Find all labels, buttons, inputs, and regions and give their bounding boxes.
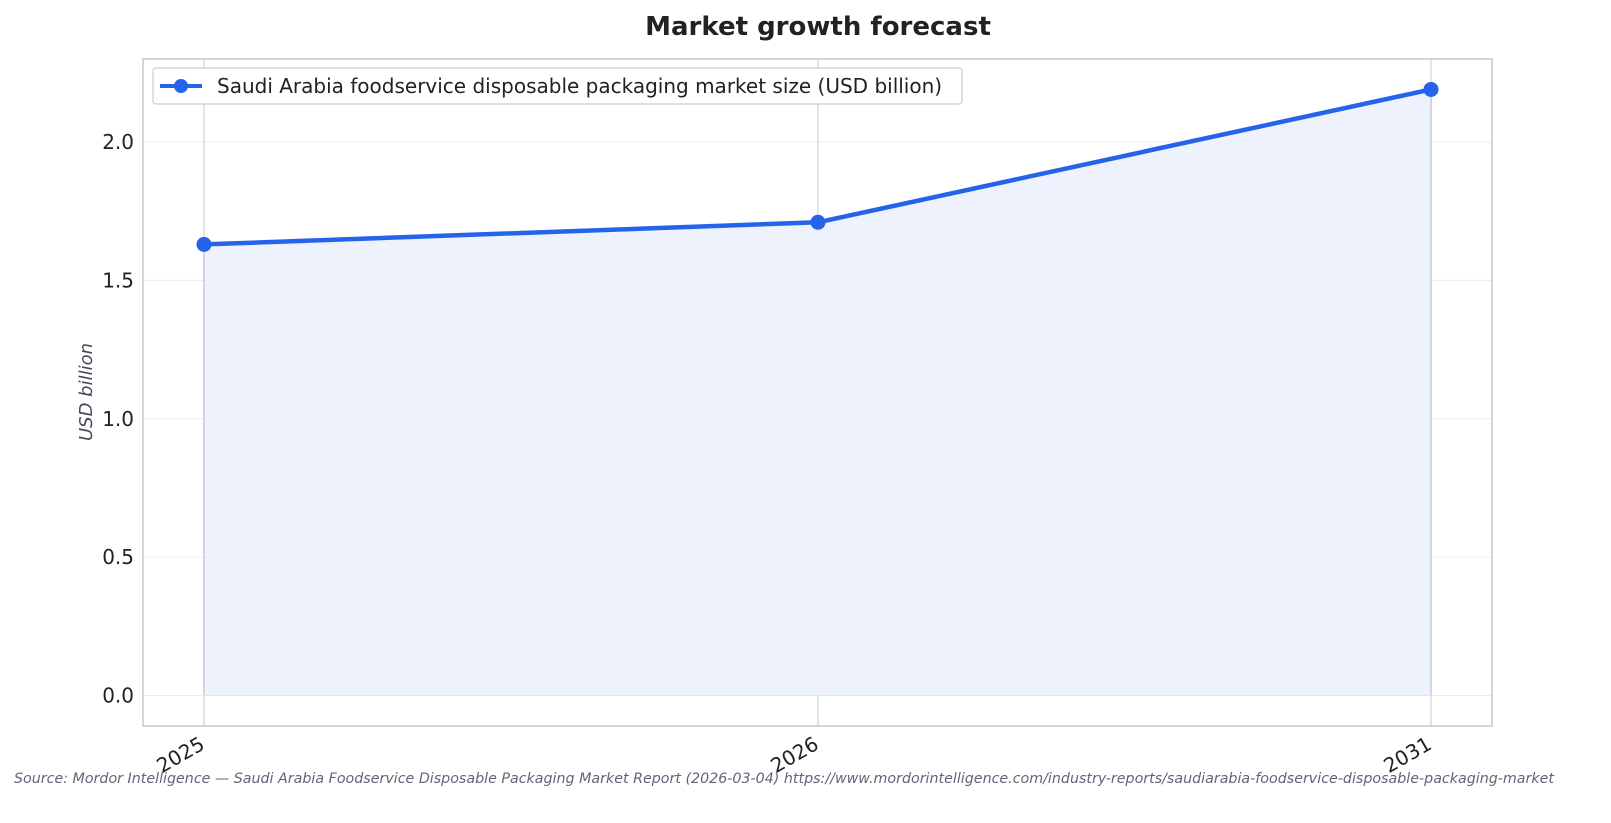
y-tick-label: 1.5 bbox=[102, 268, 134, 292]
area-fill-layer bbox=[203, 89, 1432, 697]
data-points bbox=[196, 81, 1439, 252]
data-point bbox=[196, 236, 212, 252]
source-note: Source: Mordor Intelligence — Saudi Arab… bbox=[14, 771, 1555, 787]
data-point bbox=[1423, 81, 1439, 97]
y-tick-label: 0.0 bbox=[102, 684, 134, 708]
legend-marker-swatch bbox=[174, 79, 188, 93]
legend-box bbox=[152, 67, 963, 105]
legend: Saudi Arabia foodservice disposable pack… bbox=[152, 67, 963, 105]
y-tick-label: 0.5 bbox=[102, 545, 134, 569]
area-fill bbox=[204, 89, 1431, 696]
y-tick-label: 2.0 bbox=[102, 130, 134, 154]
y-tick-label: 1.0 bbox=[102, 407, 134, 431]
chart-title: Market growth forecast bbox=[645, 12, 991, 42]
plot-frame bbox=[142, 58, 1493, 727]
y-axis-ticks: 0.0 0.5 1.0 1.5 2.0 bbox=[102, 130, 134, 708]
legend-entry: Saudi Arabia foodservice disposable pack… bbox=[217, 74, 942, 98]
data-point bbox=[810, 214, 826, 230]
y-axis-label: USD billion bbox=[76, 343, 97, 441]
